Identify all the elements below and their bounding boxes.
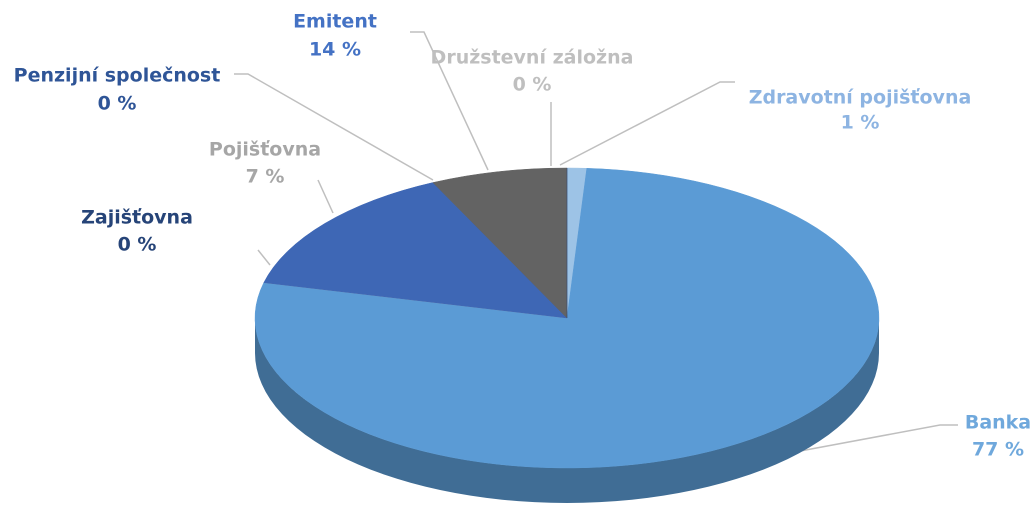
slice-label: Banka (965, 412, 1031, 434)
slice-label: Zdravotní pojišťovna (749, 87, 972, 109)
leader-line (317, 179, 334, 214)
pie (254, 167, 880, 503)
slice-value-label: 0 % (118, 234, 157, 256)
slice-value-label: 1 % (841, 112, 880, 134)
slice-side (255, 318, 879, 503)
slice-value-label: 0 % (513, 74, 552, 96)
slice-label: Emitent (293, 11, 377, 33)
slice-value-label: 77 % (972, 439, 1024, 461)
leader-line (410, 31, 489, 171)
slice (432, 167, 568, 319)
slice-label: Družstevní záložna (431, 47, 634, 69)
leader-line (257, 249, 271, 266)
leader-line (794, 424, 958, 453)
slice-label: Zajišťovna (81, 207, 193, 229)
slice-value-label: 7 % (246, 166, 285, 188)
slice-value-label: 0 % (98, 93, 137, 115)
leader-line (234, 73, 434, 181)
slice-label: Penzijní společnost (14, 65, 221, 87)
slice-value-label: 14 % (309, 39, 361, 61)
slice-label: Pojišťovna (209, 139, 321, 161)
leader-line (559, 81, 735, 166)
slice (263, 182, 568, 319)
leader-lines (234, 31, 958, 453)
